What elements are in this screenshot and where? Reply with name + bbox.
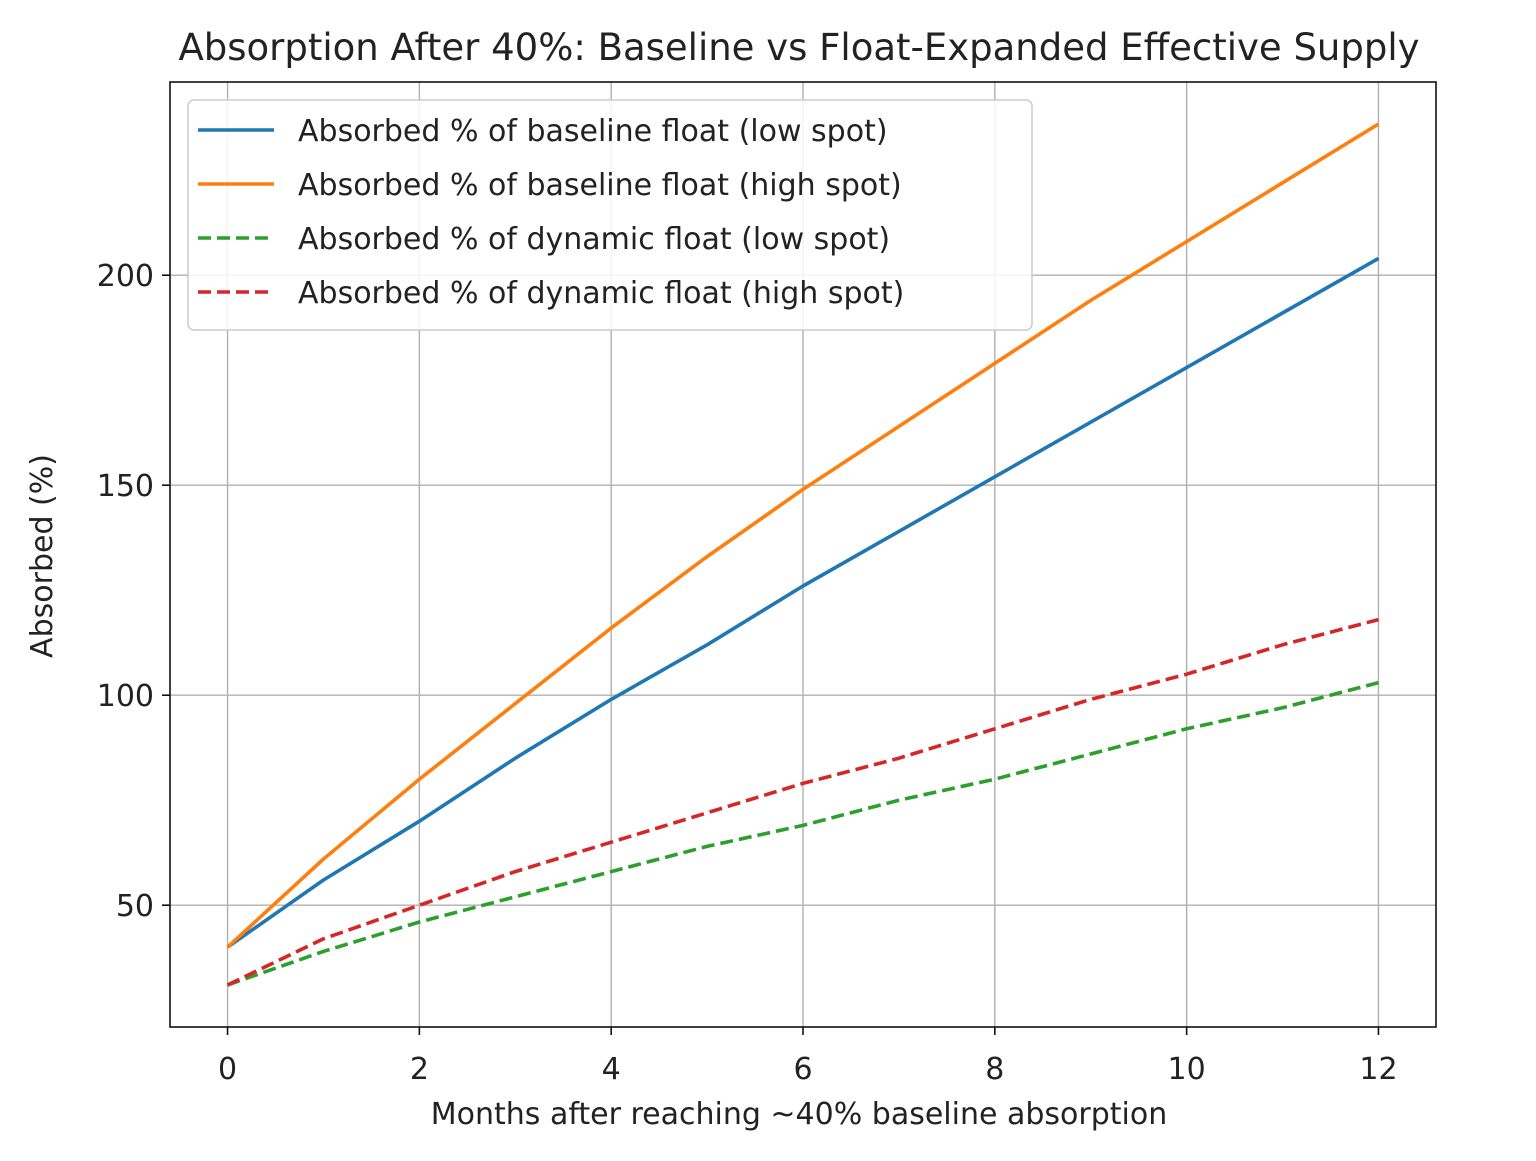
series-line-3 (226, 617, 1379, 987)
series-line-2 (226, 680, 1379, 987)
y-tick-label-0: 50 (116, 889, 154, 924)
x-tick-label-0: 0 (218, 1052, 237, 1087)
x-axis-label: Months after reaching ~40% baseline abso… (431, 1097, 1167, 1132)
x-tick-label-6: 12 (1359, 1052, 1397, 1087)
axis-ticks: 0 2 4 6 8 10 12 50 100 150 200 (97, 259, 1398, 1087)
x-tick-label-2: 4 (602, 1052, 621, 1087)
y-axis-label: Absorbed (%) (25, 454, 60, 658)
x-tick-label-4: 8 (985, 1052, 1004, 1087)
series-line-0 (226, 256, 1380, 949)
series-line-1 (226, 122, 1380, 949)
x-tick-label-1: 2 (410, 1052, 429, 1087)
legend-label-2: Absorbed % of dynamic float (low spot) (298, 222, 890, 257)
legend-label-3: Absorbed % of dynamic float (high spot) (298, 276, 904, 311)
legend: Absorbed % of baseline float (low spot) A… (187, 99, 1033, 331)
x-tick-label-5: 10 (1168, 1052, 1206, 1087)
legend-label-0: Absorbed % of baseline float (low spot) (298, 114, 888, 149)
legend-label-1: Absorbed % of baseline float (high spot) (298, 168, 902, 203)
x-tick-label-3: 6 (793, 1052, 812, 1087)
y-tick-label-2: 150 (97, 469, 154, 504)
chart-title: Absorption After 40%: Baseline vs Float-… (178, 26, 1419, 69)
y-tick-label-3: 200 (97, 259, 154, 294)
y-tick-label-1: 100 (97, 679, 154, 714)
series-lines (226, 122, 1380, 987)
legend-box (187, 99, 1033, 331)
